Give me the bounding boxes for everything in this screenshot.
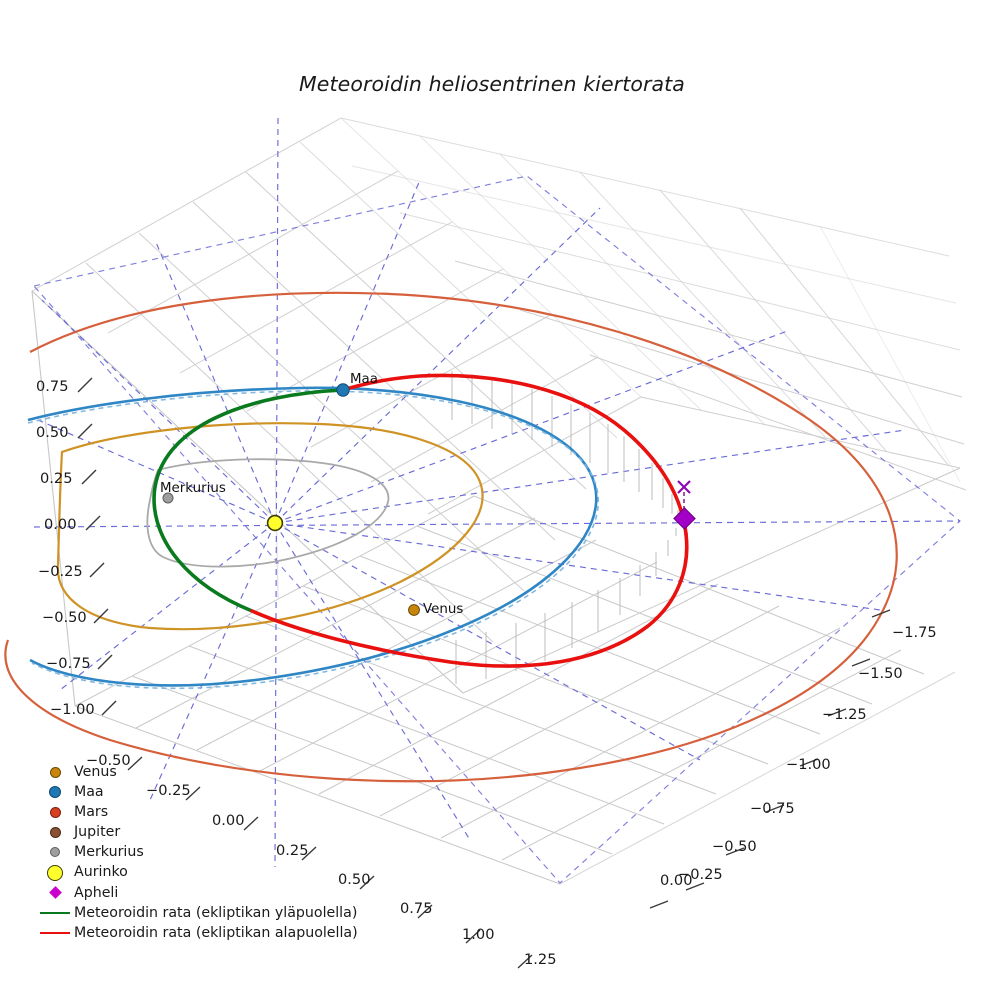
chart-title: Meteoroidin heliosentrinen kiertorata [299,72,685,96]
pane-back-right [340,117,967,491]
annotation-venus: Venus [423,602,464,617]
legend-item-maa[interactable]: Maa [36,782,346,802]
legend-item-venus[interactable]: Venus [36,762,346,782]
aphelion-cross-icon [677,480,691,494]
z-tick-1: 0.50 [36,424,69,441]
legend-item-aurinko[interactable]: Aurinko [36,862,346,882]
z-tick-0: 0.75 [36,378,69,395]
y-tick-2: −1.25 [822,706,867,723]
aphelion-diamond-icon [673,507,696,530]
x-tick-5: 0.75 [400,900,433,917]
marker-venus [408,604,420,616]
meteoroid-track-below-ecliptic [250,373,689,668]
legend-apheli-diamond-icon [36,883,74,903]
legend-aurinko-dot-icon [36,863,74,883]
tickmarks-z [77,377,117,716]
marker-mercury [162,492,174,504]
legend-mars-dot-icon [36,802,74,822]
z-tick-4: −0.25 [38,563,83,580]
z-tick-5: −0.50 [42,609,87,626]
pane-floor [31,290,961,694]
marker-sun [266,514,284,532]
x-tick-0: −0.50 [86,752,131,769]
legend-item-apheli[interactable]: Apheli [36,883,346,903]
x-tick-1: −0.25 [146,782,191,799]
x-tick-2: 0.00 [212,812,245,829]
legend: Venus Maa Mars Jupiter Merkurius [36,762,358,943]
floor-grid-y [74,495,956,885]
trajectory-stem-lines [451,371,679,684]
legend-track-below-line-icon [36,923,74,943]
legend-label-track-above: Meteoroidin rata (ekliptikan yläpuolella… [74,904,358,921]
ecliptic-reference-lines [33,117,961,884]
annotation-maa: Maa [350,372,378,387]
z-tick-7: −1.00 [50,701,95,718]
y-tick-3: −1.00 [786,756,831,773]
legend-label-aurinko: Aurinko [74,864,128,881]
orbit-earth [27,386,600,690]
legend-label-apheli: Apheli [74,884,119,901]
y-tick-7: 0.00 [660,872,693,889]
tickmarks-y [649,609,891,909]
y-tick-1: −1.50 [858,665,903,682]
x-tick-6: 1.00 [462,926,495,943]
legend-label-track-below: Meteoroidin rata (ekliptikan alapuolella… [74,924,358,941]
floor-grid-x [74,495,925,885]
legend-label-jupiter: Jupiter [74,824,121,841]
orbit-venus [56,422,484,631]
legend-item-merkurius[interactable]: Merkurius [36,842,346,862]
legend-item-track-below[interactable]: Meteoroidin rata (ekliptikan alapuolella… [36,923,358,943]
legend-label-mars: Mars [74,804,109,821]
legend-venus-dot-icon [36,762,74,782]
x-tick-3: 0.25 [276,842,309,859]
y-tick-0: −1.75 [892,624,937,641]
legend-label-maa: Maa [74,784,104,801]
legend-maa-dot-icon [36,782,74,802]
z-tick-6: −0.75 [46,655,91,672]
x-tick-7: 1.25 [524,951,557,968]
aphelion-group [673,480,696,530]
tickmarks-x [127,756,533,969]
legend-merkurius-dot-icon [36,842,74,862]
legend-item-mars[interactable]: Mars [36,802,346,822]
legend-item-jupiter[interactable]: Jupiter [36,822,346,842]
marker-earth [336,383,350,397]
z-tick-2: 0.25 [40,470,73,487]
legend-track-above-line-icon [36,903,74,923]
legend-label-venus: Venus [74,763,117,780]
legend-label-merkurius: Merkurius [74,844,144,861]
annotation-merkurius: Merkurius [160,481,226,496]
y-tick-4: −0.75 [750,800,795,817]
y-tick-6: −0.25 [678,866,723,883]
x-tick-4: 0.50 [338,871,371,888]
y-tick-5: −0.50 [712,838,757,855]
legend-item-track-above[interactable]: Meteoroidin rata (ekliptikan yläpuolella… [36,903,357,923]
legend-jupiter-dot-icon [36,822,74,842]
z-tick-3: 0.00 [44,516,77,533]
orbit-mars [4,291,898,783]
meteoroid-track-above-ecliptic [152,388,345,613]
orbit-mercury [146,458,390,568]
